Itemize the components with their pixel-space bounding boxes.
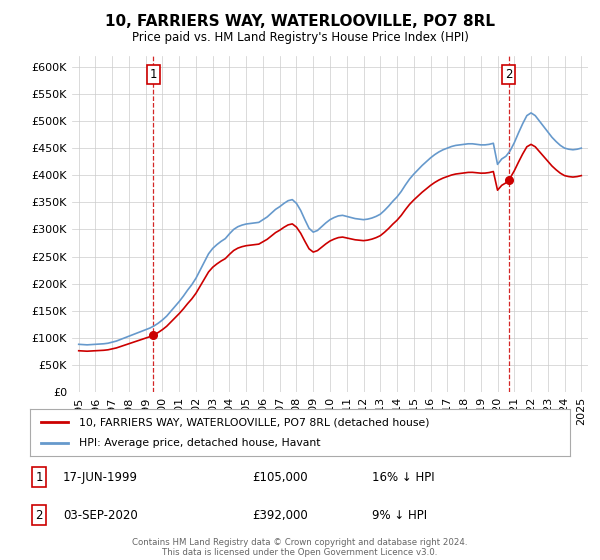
Text: 9% ↓ HPI: 9% ↓ HPI (372, 508, 427, 522)
Text: 17-JUN-1999: 17-JUN-1999 (63, 470, 138, 484)
Text: HPI: Average price, detached house, Havant: HPI: Average price, detached house, Hava… (79, 438, 320, 448)
Text: 16% ↓ HPI: 16% ↓ HPI (372, 470, 434, 484)
Text: 2: 2 (35, 508, 43, 522)
Text: Price paid vs. HM Land Registry's House Price Index (HPI): Price paid vs. HM Land Registry's House … (131, 31, 469, 44)
Text: £392,000: £392,000 (252, 508, 308, 522)
Text: 2: 2 (505, 68, 512, 81)
Text: 1: 1 (149, 68, 157, 81)
Text: 10, FARRIERS WAY, WATERLOOVILLE, PO7 8RL: 10, FARRIERS WAY, WATERLOOVILLE, PO7 8RL (105, 14, 495, 29)
Text: £105,000: £105,000 (252, 470, 308, 484)
Text: 03-SEP-2020: 03-SEP-2020 (63, 508, 138, 522)
Text: 10, FARRIERS WAY, WATERLOOVILLE, PO7 8RL (detached house): 10, FARRIERS WAY, WATERLOOVILLE, PO7 8RL… (79, 417, 429, 427)
Text: 1: 1 (35, 470, 43, 484)
Text: Contains HM Land Registry data © Crown copyright and database right 2024.
This d: Contains HM Land Registry data © Crown c… (132, 538, 468, 557)
